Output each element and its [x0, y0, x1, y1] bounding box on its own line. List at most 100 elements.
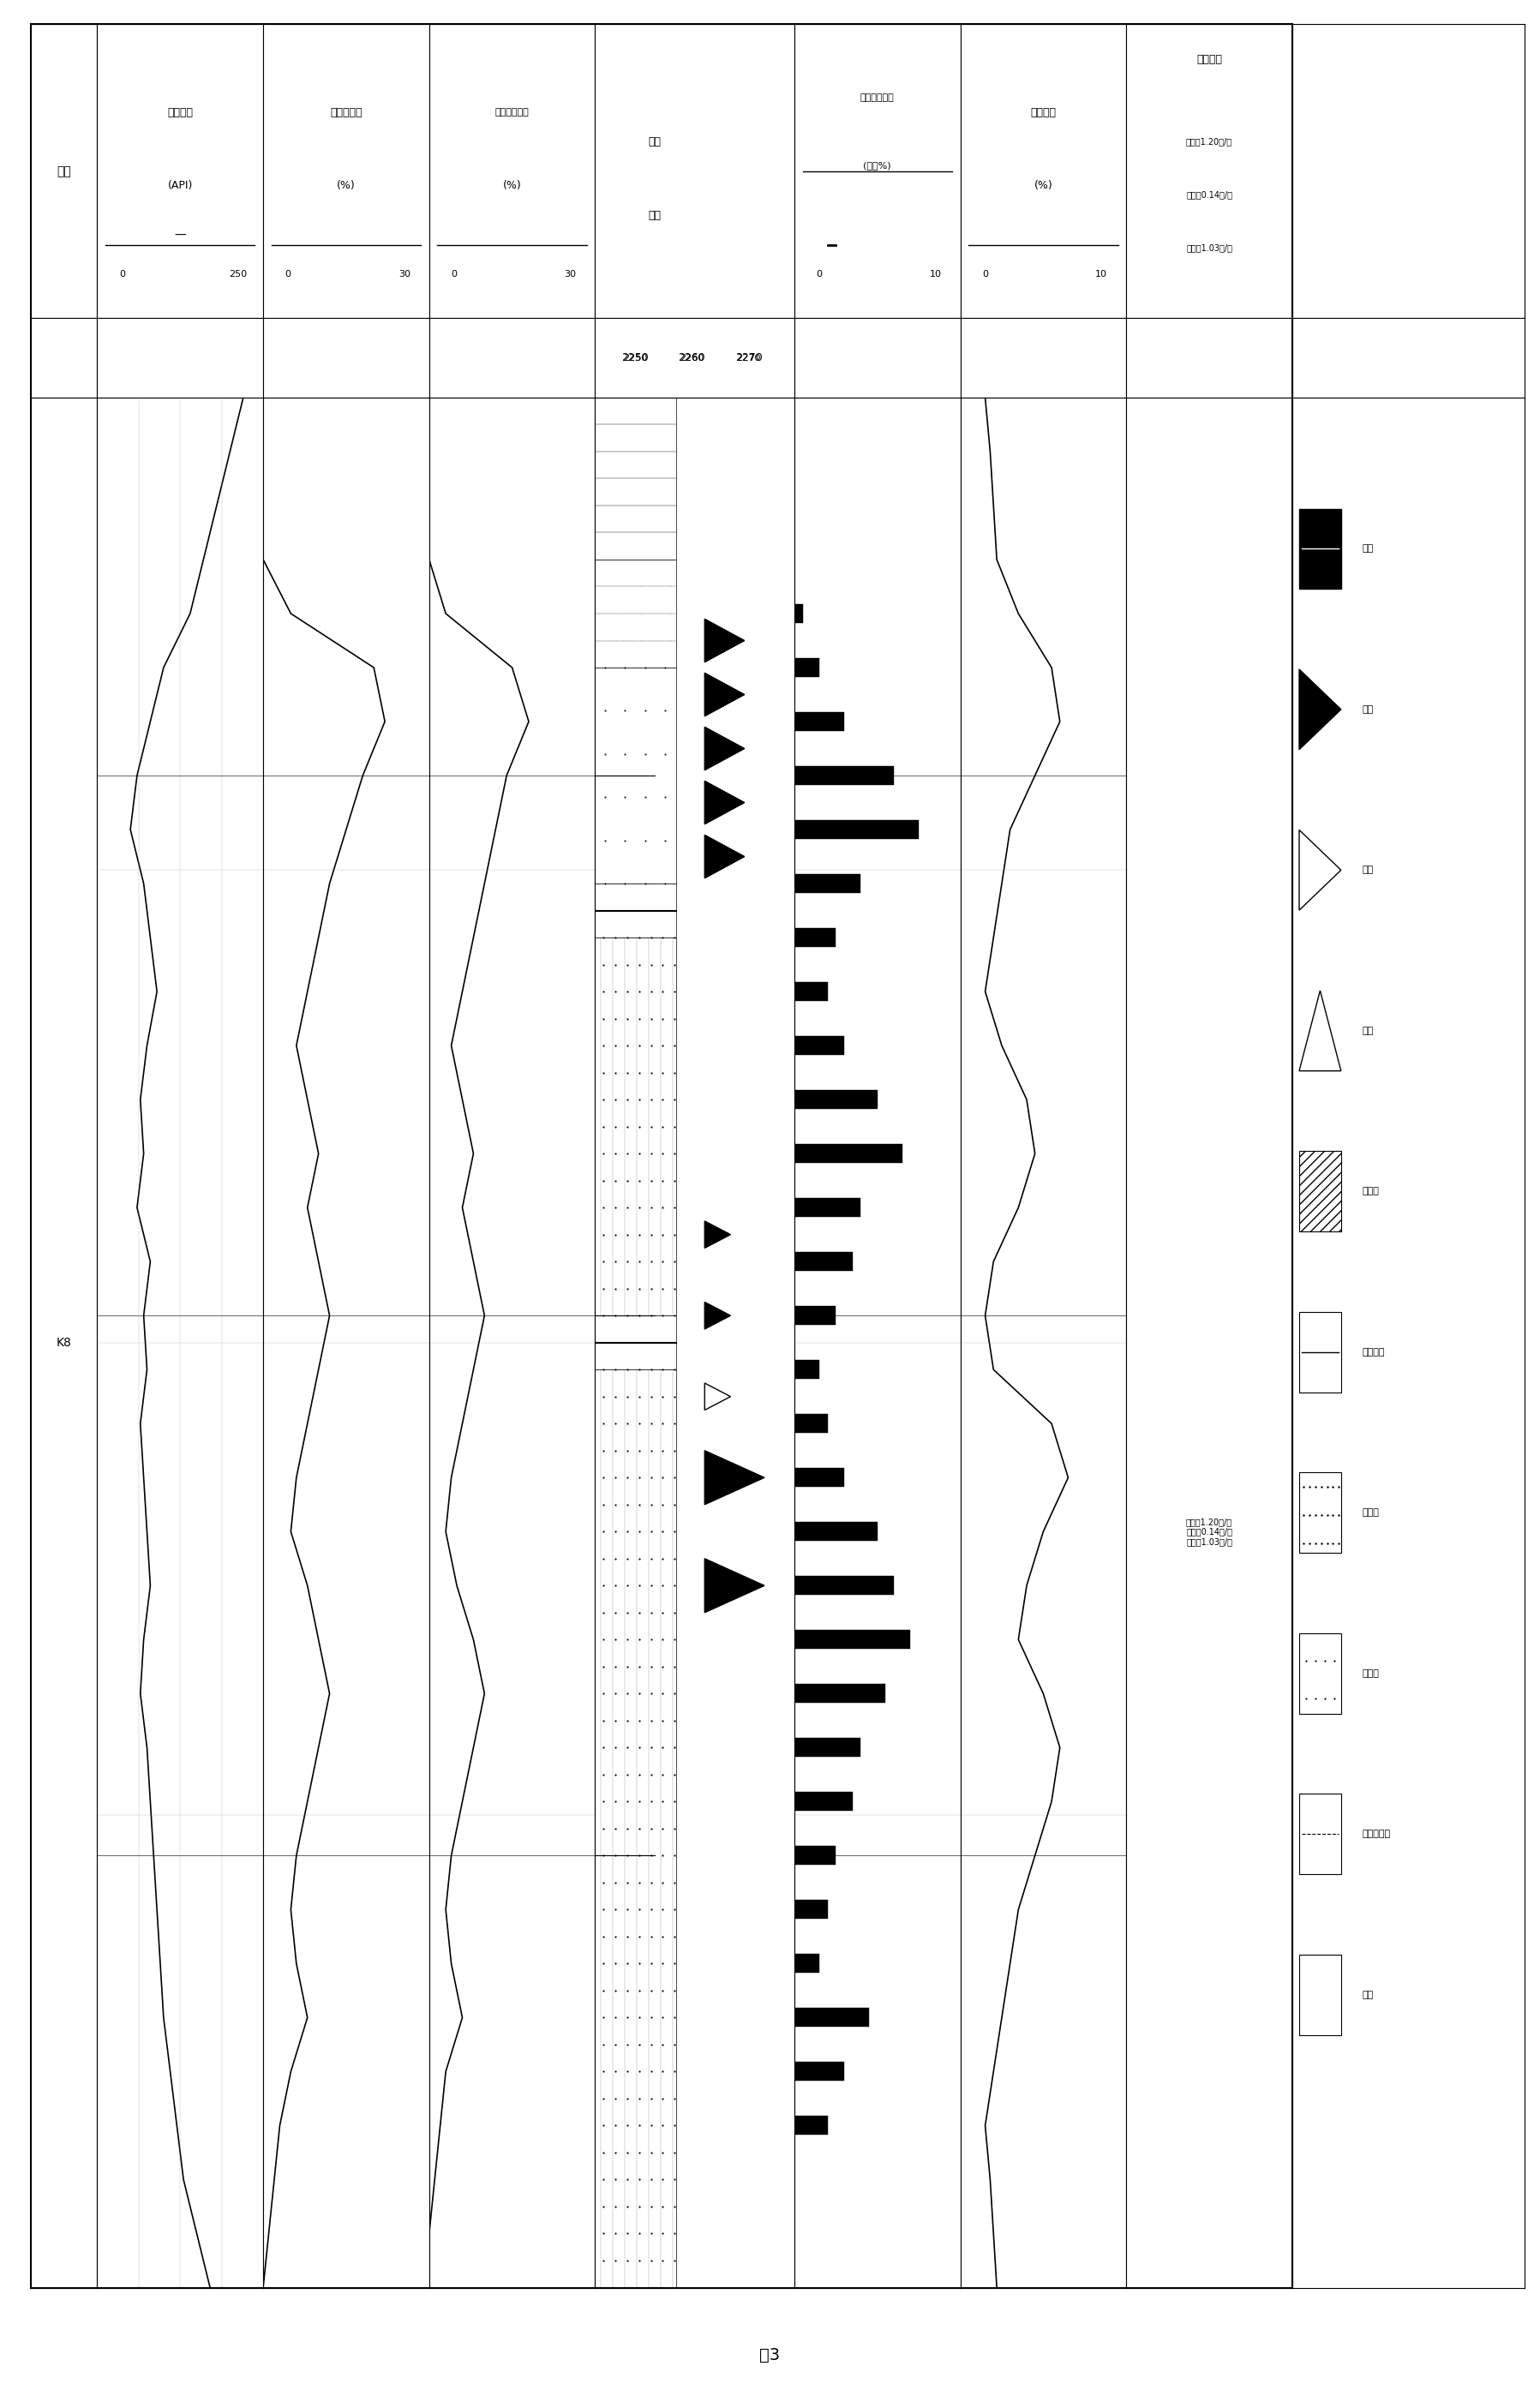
Text: 泥岩: 泥岩	[1361, 1991, 1374, 1999]
Bar	[795, 2008, 869, 2028]
Text: 2250: 2250	[621, 352, 648, 364]
Bar	[795, 1683, 885, 1702]
Polygon shape	[705, 672, 744, 715]
Bar	[594, 1315, 676, 1370]
Bar	[795, 1091, 878, 1110]
Bar	[795, 1900, 827, 1919]
Polygon shape	[705, 836, 744, 879]
Text: 自然伽马: 自然伽马	[168, 106, 192, 118]
Text: 2270: 2270	[736, 354, 761, 361]
Text: 0: 0	[119, 270, 125, 279]
Bar	[1300, 1312, 1341, 1392]
Bar	[594, 1370, 676, 2288]
Text: 碳质泥岩: 碳质泥岩	[1361, 1348, 1384, 1356]
Text: (%): (%)	[337, 181, 356, 193]
Text: 30: 30	[399, 270, 410, 279]
Polygon shape	[705, 1558, 764, 1613]
Polygon shape	[705, 1221, 730, 1247]
Bar	[795, 1792, 853, 1811]
Bar	[795, 657, 819, 677]
Text: 油浸: 油浸	[1361, 544, 1374, 554]
Polygon shape	[705, 619, 744, 662]
Text: 油迹: 油迹	[1361, 867, 1374, 874]
Bar	[795, 1199, 861, 1216]
Text: 测井含油丰度: 测井含油丰度	[494, 108, 530, 116]
Bar	[795, 982, 827, 1002]
Bar	[594, 397, 676, 559]
Bar	[795, 1469, 844, 1488]
Text: 初产液1.20方/天
初产油0.14方/天
初产水1.03方/天: 初产液1.20方/天 初产油0.14方/天 初产水1.03方/天	[1186, 1517, 1232, 1546]
Bar	[1300, 1633, 1341, 1714]
Bar	[795, 874, 861, 893]
Text: 2260: 2260	[679, 354, 704, 361]
Bar	[795, 1847, 836, 1866]
Bar	[795, 1630, 910, 1649]
Text: (API): (API)	[168, 181, 192, 193]
Text: 气测全烃: 气测全烃	[1030, 106, 1056, 118]
Bar	[795, 1144, 902, 1163]
Bar	[795, 1035, 844, 1055]
Text: 剖面: 剖面	[648, 209, 661, 222]
Bar	[795, 2117, 827, 2136]
Bar	[795, 1305, 836, 1324]
Text: 30: 30	[564, 270, 576, 279]
Bar	[594, 559, 676, 667]
Bar	[795, 1361, 819, 1380]
Text: 层位: 层位	[57, 166, 71, 178]
Bar	[795, 713, 844, 732]
Text: 荧光: 荧光	[1361, 1026, 1374, 1035]
Text: 2270: 2270	[735, 352, 762, 364]
Text: 油斑: 油斑	[1361, 706, 1374, 713]
Bar	[795, 766, 893, 785]
Text: —: —	[174, 229, 186, 241]
Text: 核磁含油丰度: 核磁含油丰度	[861, 94, 895, 101]
Bar	[795, 1577, 893, 1594]
Polygon shape	[705, 780, 744, 824]
Polygon shape	[705, 1382, 730, 1411]
Text: 岩性: 岩性	[648, 137, 661, 147]
Bar	[795, 821, 919, 838]
Bar	[795, 927, 836, 946]
Polygon shape	[705, 1450, 764, 1505]
Bar	[1300, 1794, 1341, 1873]
Text: 采油结论: 采油结论	[1197, 53, 1223, 65]
Bar	[795, 1955, 819, 1972]
Bar	[594, 937, 676, 1315]
Text: 图3: 图3	[759, 2348, 781, 2362]
Polygon shape	[1300, 831, 1341, 910]
Text: 2260: 2260	[678, 352, 705, 364]
Bar	[1300, 1474, 1341, 1553]
Bar	[1300, 1151, 1341, 1230]
Text: 初产液1.20方/天: 初产液1.20方/天	[1186, 137, 1232, 147]
Text: 2250: 2250	[622, 354, 647, 361]
Bar	[795, 604, 802, 624]
Text: (重量%): (重量%)	[864, 161, 892, 169]
Text: 初产油0.14方/天: 初产油0.14方/天	[1186, 190, 1232, 200]
Text: 10: 10	[1095, 270, 1107, 279]
Polygon shape	[1300, 669, 1341, 749]
Text: 初产水1.03方/天: 初产水1.03方/天	[1186, 243, 1232, 253]
Polygon shape	[1300, 990, 1341, 1072]
Text: 粉砂岩: 粉砂岩	[1361, 1669, 1378, 1678]
Polygon shape	[705, 727, 744, 771]
Bar	[795, 1252, 853, 1271]
Bar	[795, 1413, 827, 1433]
Bar	[1300, 508, 1341, 590]
Text: 油页岩: 油页岩	[1361, 1187, 1378, 1197]
Text: 10: 10	[929, 270, 941, 279]
Text: 250: 250	[229, 270, 248, 279]
Text: 粉砂质泥岩: 粉砂质泥岩	[1361, 1830, 1391, 1837]
Text: 0: 0	[816, 270, 822, 279]
Bar	[1300, 1955, 1341, 2035]
Text: 细砂岩: 细砂岩	[1361, 1507, 1378, 1517]
Text: 0: 0	[451, 270, 457, 279]
Bar	[795, 2061, 844, 2081]
Text: 0: 0	[983, 270, 989, 279]
Bar	[594, 667, 676, 884]
Bar	[594, 884, 676, 937]
Bar	[795, 1522, 878, 1541]
Text: 0: 0	[285, 270, 291, 279]
Bar	[795, 1739, 861, 1758]
Polygon shape	[705, 1303, 730, 1329]
Text: (%): (%)	[504, 181, 522, 193]
